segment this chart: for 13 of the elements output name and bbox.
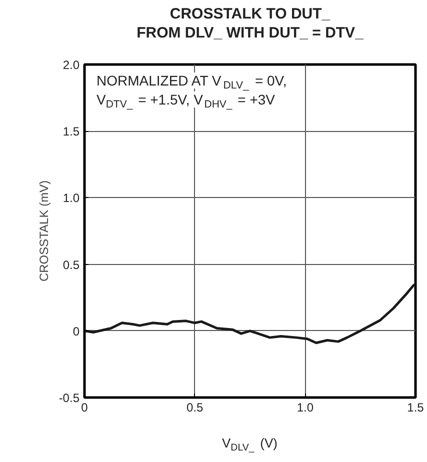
x-tick-label: 1.5 xyxy=(407,400,424,414)
y-tick-label: 1.0 xyxy=(62,191,80,206)
y-axis-title: CROSSTALK (mV) xyxy=(36,180,51,282)
x-tick-label: 0 xyxy=(81,400,88,414)
y-tick-label: -0.5 xyxy=(58,391,80,405)
y-tick-label: 0.5 xyxy=(62,258,80,272)
y-tick-label: 1.5 xyxy=(62,124,80,139)
y-tick-label: 0 xyxy=(72,324,80,338)
x-tick-label: 0.5 xyxy=(186,400,204,414)
x-tick-label: 1.0 xyxy=(296,400,314,414)
line-series xyxy=(84,283,416,344)
y-tick-label: 2.0 xyxy=(62,58,80,72)
chart-title: CROSSTALK TO DUT_ FROM DLV_ WITH DUT_ = DTV_ xyxy=(136,6,364,42)
